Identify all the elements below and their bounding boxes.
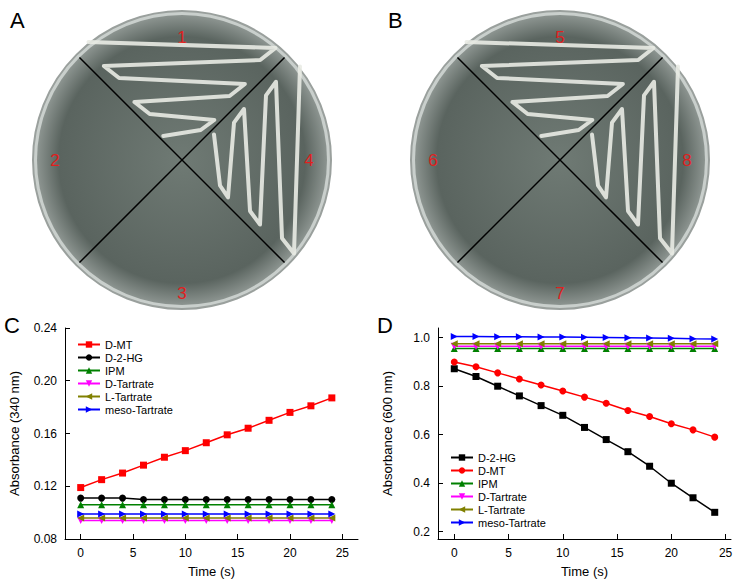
svg-text:D-MT: D-MT (478, 465, 506, 477)
svg-text:L-Tartrate: L-Tartrate (105, 391, 152, 403)
svg-text:20: 20 (665, 546, 679, 560)
svg-text:0.2: 0.2 (413, 525, 430, 539)
svg-text:3: 3 (177, 284, 186, 303)
svg-text:0.16: 0.16 (34, 427, 58, 441)
svg-text:0.08: 0.08 (34, 532, 58, 546)
svg-text:Absorbance (600 nm): Absorbance (600 nm) (380, 371, 395, 496)
svg-text:15: 15 (231, 546, 245, 560)
svg-text:Time (s): Time (s) (188, 564, 235, 579)
svg-text:L-Tartrate: L-Tartrate (478, 504, 525, 516)
svg-text:D-Tartrate: D-Tartrate (478, 491, 527, 503)
svg-text:0.6: 0.6 (413, 428, 430, 442)
svg-text:C: C (4, 313, 20, 338)
svg-text:1: 1 (177, 28, 187, 47)
svg-text:B: B (388, 8, 403, 33)
svg-text:2: 2 (50, 151, 59, 170)
svg-text:D-MT: D-MT (105, 339, 133, 351)
svg-text:Absorbance (340 nm): Absorbance (340 nm) (7, 371, 22, 496)
svg-text:0.20: 0.20 (34, 374, 58, 388)
svg-text:D-2-HG: D-2-HG (105, 352, 143, 364)
svg-text:0: 0 (451, 546, 458, 560)
svg-text:0.4: 0.4 (413, 476, 430, 490)
svg-text:5: 5 (555, 28, 565, 47)
svg-text:D-Tartrate: D-Tartrate (105, 378, 154, 390)
svg-text:6: 6 (428, 151, 437, 170)
svg-text:A: A (10, 8, 25, 33)
svg-text:7: 7 (555, 284, 564, 303)
svg-text:0.8: 0.8 (413, 379, 430, 393)
svg-text:25: 25 (336, 546, 350, 560)
svg-text:8: 8 (682, 151, 691, 170)
svg-text:IPM: IPM (105, 365, 125, 377)
svg-text:15: 15 (610, 546, 624, 560)
svg-text:0.24: 0.24 (34, 321, 58, 335)
svg-text:meso-Tartrate: meso-Tartrate (105, 404, 173, 416)
svg-text:10: 10 (179, 546, 193, 560)
svg-text:20: 20 (283, 546, 297, 560)
svg-text:0.12: 0.12 (34, 479, 58, 493)
svg-text:meso-Tartrate: meso-Tartrate (478, 517, 546, 529)
svg-text:1.0: 1.0 (413, 331, 430, 345)
svg-text:10: 10 (556, 546, 570, 560)
svg-text:0: 0 (77, 546, 84, 560)
svg-text:D: D (377, 313, 393, 338)
svg-text:4: 4 (304, 151, 313, 170)
svg-text:Time (s): Time (s) (561, 564, 608, 579)
svg-text:25: 25 (719, 546, 733, 560)
svg-text:D-2-HG: D-2-HG (478, 452, 516, 464)
svg-text:IPM: IPM (478, 478, 498, 490)
svg-text:5: 5 (505, 546, 512, 560)
svg-text:5: 5 (130, 546, 137, 560)
